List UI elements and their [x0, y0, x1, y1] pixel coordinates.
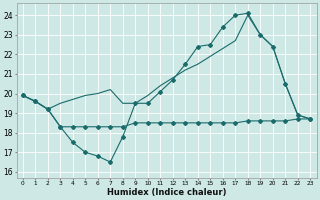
X-axis label: Humidex (Indice chaleur): Humidex (Indice chaleur)	[107, 188, 226, 197]
